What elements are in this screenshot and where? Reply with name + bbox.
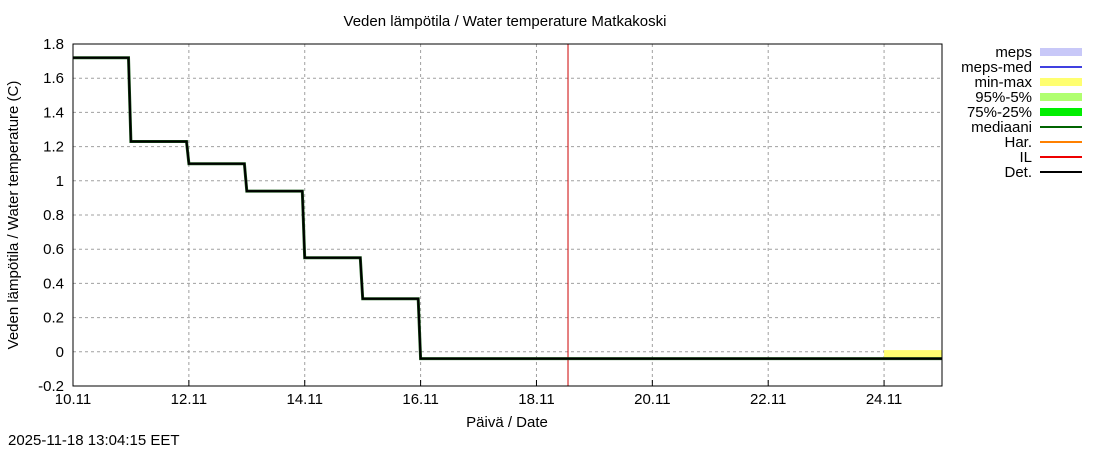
legend-label: 95%-5% (975, 89, 1032, 106)
legend: mepsmeps-medmin-max95%-5%75%-25%mediaani… (961, 44, 1082, 181)
y-tick-label: 0.8 (43, 207, 64, 224)
x-tick-label: 24.11 (866, 391, 902, 408)
det-series (73, 56, 942, 361)
y-tick-label: 1.4 (43, 104, 64, 121)
grid (73, 44, 942, 386)
y-tick-label: -0.2 (38, 378, 64, 395)
legend-label: meps-med (961, 59, 1032, 76)
x-tick-label: 10.11 (55, 391, 91, 408)
x-axis-label: Päivä / Date (466, 414, 548, 431)
y-tick-label: 1.2 (43, 139, 64, 156)
x-tick-label: 14.11 (287, 391, 323, 408)
y-tick-label: 1 (56, 173, 64, 190)
y-tick-label: 1.8 (43, 36, 64, 53)
x-tick-label: 20.11 (634, 391, 670, 408)
y-axis-label: Veden lämpötila / Water temperature (C) (5, 81, 22, 350)
x-tick-label: 22.11 (750, 391, 786, 408)
legend-label: Det. (1004, 164, 1032, 181)
x-tick-label: 12.11 (171, 391, 207, 408)
x-axis-ticks: 10.11 12.11 14.11 16.11 18.11 20.11 22.11 24.11 (55, 380, 902, 408)
y-axis-ticks: 1.8 1.6 1.4 1.2 1 0.8 0.6 0.4 0.2 0 -0.2 (38, 36, 64, 395)
legend-label: meps (995, 44, 1032, 61)
x-tick-label: 16.11 (402, 391, 438, 408)
legend-label: Har. (1004, 134, 1032, 151)
legend-label: IL (1019, 149, 1032, 166)
y-tick-label: 1.6 (43, 70, 64, 87)
y-tick-label: 0.2 (43, 310, 64, 327)
y-tick-label: 0 (56, 344, 64, 361)
chart-title: Veden lämpötila / Water temperature Matk… (344, 13, 667, 30)
legend-label: 75%-25% (967, 104, 1032, 121)
x-tick-label: 18.11 (518, 391, 554, 408)
legend-label: mediaani (971, 119, 1032, 136)
timestamp: 2025-11-18 13:04:15 EET (8, 432, 180, 449)
min-max-band (884, 350, 942, 359)
y-tick-label: 0.6 (43, 241, 64, 258)
legend-label: min-max (974, 74, 1032, 91)
y-tick-label: 0.4 (43, 275, 64, 292)
plot-frame (72, 43, 943, 387)
